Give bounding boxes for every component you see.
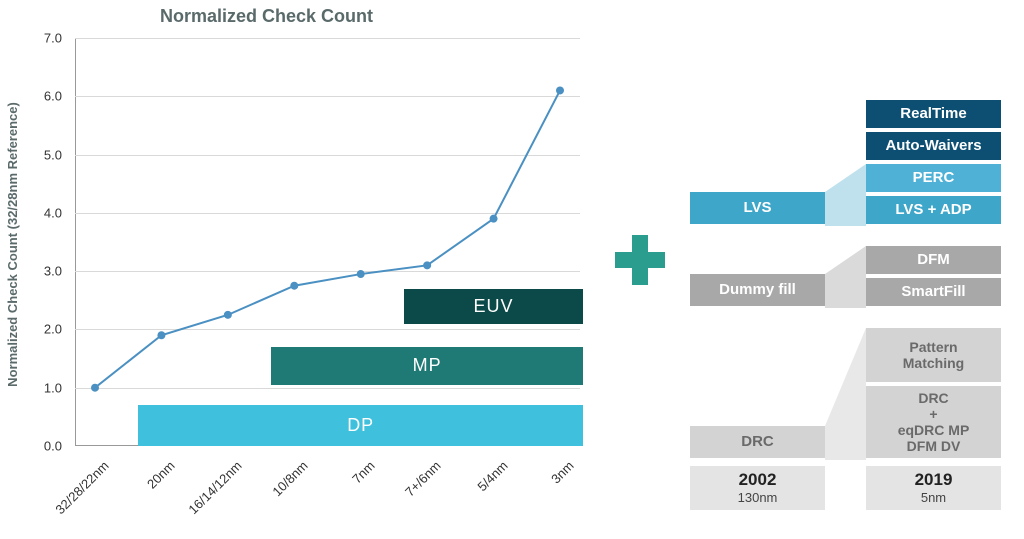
x-tick-label: 20nm [144, 458, 178, 492]
block-realtime: RealTime [866, 100, 1001, 130]
plus-icon [615, 235, 665, 285]
y-tick-labels: 0.01.02.03.04.05.06.07.0 [28, 38, 68, 446]
year-label: 2002 [690, 470, 825, 490]
evolution-stacks: LVS Dummy fill DRC 2002130nm RealTimeAuto-Wa… [670, 50, 1020, 530]
block-autowaivers: Auto-Waivers [866, 132, 1001, 162]
x-tick-label: 3nm [548, 458, 576, 486]
x-tick-label: 5/4nm [474, 458, 510, 494]
x-tick-label: 7+/6nm [402, 458, 444, 500]
node-label: 5nm [866, 490, 1001, 505]
x-tick-label: 16/14/12nm [185, 458, 244, 517]
x-tick-label: 7nm [349, 458, 377, 486]
block-dfm: DFM [866, 246, 1001, 276]
y-tick-label: 6.0 [44, 89, 62, 104]
block-lvsadp: LVS + ADP [866, 196, 1001, 226]
block-smartfill: SmartFill [866, 278, 1001, 308]
plot-area: DPMPEUV [75, 38, 580, 446]
y-tick-label: 1.0 [44, 380, 62, 395]
block-dummy: Dummy fill [690, 274, 825, 308]
block-lvs: LVS [690, 192, 825, 226]
y-tick-label: 5.0 [44, 147, 62, 162]
year-label: 2019 [866, 470, 1001, 490]
diagram-panel: LVS Dummy fill DRC 2002130nm RealTimeAuto-Wa… [615, 0, 1024, 539]
y-tick-label: 3.0 [44, 264, 62, 279]
block-pattern: Pattern Matching [866, 328, 1001, 384]
block-drc: DRC [690, 426, 825, 460]
y-tick-label: 2.0 [44, 322, 62, 337]
node-label: 130nm [690, 490, 825, 505]
line-series [75, 38, 580, 446]
y-tick-label: 7.0 [44, 31, 62, 46]
column-label-2019: 20195nm [866, 466, 1001, 510]
y-tick-label: 0.0 [44, 439, 62, 454]
x-tick-label: 32/28/22nm [52, 458, 111, 517]
chart-title: Normalized Check Count [160, 6, 373, 27]
x-tick-labels: 32/28/22nm20nm16/14/12nm10/8nm7nm7+/6nm5… [75, 450, 580, 530]
y-axis-label: Normalized Check Count (32/28nm Referenc… [0, 40, 24, 448]
column-label-2002: 2002130nm [690, 466, 825, 510]
chart-panel: Normalized Check Count Normalized Check … [0, 0, 615, 539]
y-tick-label: 4.0 [44, 205, 62, 220]
block-drc2: DRC + eqDRC MP DFM DV [866, 386, 1001, 460]
x-tick-label: 10/8nm [270, 458, 311, 499]
block-perc: PERC [866, 164, 1001, 194]
